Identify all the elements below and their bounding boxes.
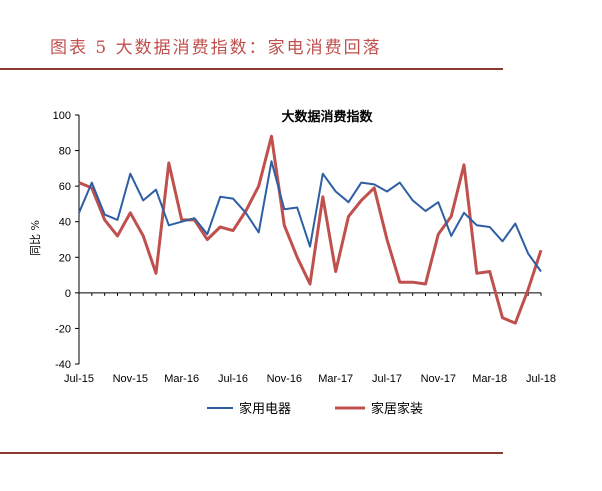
x-tick-label: Jul-17 <box>372 373 402 385</box>
legend-label-1: 家用电器 <box>239 401 291 417</box>
y-tick-label: 80 <box>59 146 71 158</box>
x-tick-label: Mar-18 <box>472 373 507 385</box>
series-lines <box>78 134 543 325</box>
x-tick-label: Mar-17 <box>318 373 353 385</box>
y-tick-label: -20 <box>55 323 71 335</box>
legend-label-2: 家居家装 <box>371 401 423 417</box>
x-tick-label: Jul-18 <box>526 373 556 385</box>
x-tick-label: Nov-15 <box>113 373 148 385</box>
x-tick-label: Mar-16 <box>164 373 199 385</box>
x-tick-label: Nov-16 <box>267 373 302 385</box>
y-tick-label: 0 <box>65 288 71 300</box>
y-tick-label: 100 <box>53 110 71 122</box>
y-tick-label: 40 <box>59 217 71 229</box>
x-tick-label: Jul-16 <box>218 373 248 385</box>
y-tick-label: 20 <box>59 252 71 264</box>
figure-title: 图表 5 大数据消费指数：家电消费回落 <box>50 38 382 58</box>
x-tick-label: Jul-15 <box>64 373 94 385</box>
legend: 家用电器 家居家装 <box>207 401 423 417</box>
top-rule <box>0 68 503 70</box>
series-line-2 <box>78 134 543 325</box>
y-axis-label: 同比 % <box>29 220 42 256</box>
y-tick-label: -40 <box>55 359 71 371</box>
x-tick-label: Nov-17 <box>421 373 456 385</box>
axes: -40 -20 0 20 40 60 80 100 Jul-15 Nov-15 Mar-16 Jul-… <box>53 110 556 385</box>
series-line-1 <box>78 160 542 273</box>
bottom-rule <box>0 452 503 454</box>
chart-title: 大数据消费指数 <box>281 109 373 125</box>
y-tick-label: 60 <box>59 181 71 193</box>
